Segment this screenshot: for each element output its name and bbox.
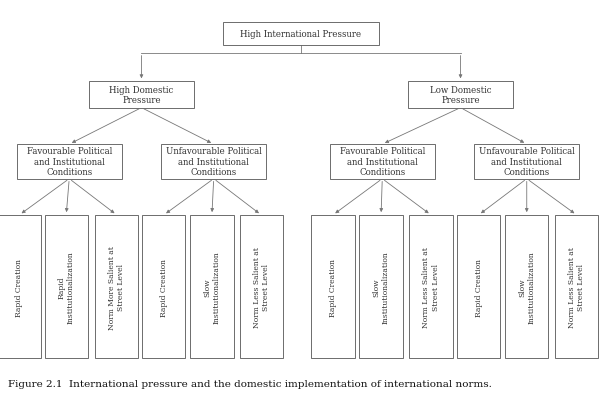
FancyBboxPatch shape [17,145,122,179]
FancyBboxPatch shape [311,215,355,358]
Text: Slow
Institutionalization: Slow Institutionalization [203,251,220,323]
FancyBboxPatch shape [408,82,513,108]
Text: Norm Less Salient at
Street Level: Norm Less Salient at Street Level [253,247,270,327]
FancyBboxPatch shape [359,215,403,358]
Text: Rapid Creation: Rapid Creation [474,258,483,316]
Text: Figure 2.1  International pressure and the domestic implementation of internatio: Figure 2.1 International pressure and th… [8,379,492,388]
Text: Slow
Institutionalization: Slow Institutionalization [518,251,535,323]
FancyBboxPatch shape [555,215,598,358]
FancyBboxPatch shape [161,145,266,179]
Text: Rapid Creation: Rapid Creation [329,258,337,316]
Text: Low Domestic
Pressure: Low Domestic Pressure [430,85,491,105]
FancyBboxPatch shape [95,215,138,358]
FancyBboxPatch shape [474,145,579,179]
Text: Norm More Salient at
Street Level: Norm More Salient at Street Level [108,245,125,329]
Text: Favourable Political
and Institutional
Conditions: Favourable Political and Institutional C… [340,147,425,177]
Text: High Domestic
Pressure: High Domestic Pressure [110,85,173,105]
Text: Unfavourable Political
and Institutional
Conditions: Unfavourable Political and Institutional… [479,147,575,177]
FancyBboxPatch shape [240,215,283,358]
Text: Rapid
Institutionalization: Rapid Institutionalization [58,251,75,323]
Text: Norm Less Salient at
Street Level: Norm Less Salient at Street Level [568,247,585,327]
FancyBboxPatch shape [457,215,500,358]
FancyBboxPatch shape [45,215,88,358]
Text: Favourable Political
and Institutional
Conditions: Favourable Political and Institutional C… [26,147,112,177]
FancyBboxPatch shape [330,145,435,179]
FancyBboxPatch shape [409,215,453,358]
FancyBboxPatch shape [505,215,548,358]
Text: Rapid Creation: Rapid Creation [15,258,23,316]
Text: High International Pressure: High International Pressure [240,30,362,39]
FancyBboxPatch shape [223,23,379,45]
Text: Slow
Institutionalization: Slow Institutionalization [373,251,389,323]
FancyBboxPatch shape [190,215,234,358]
Text: Rapid Creation: Rapid Creation [160,258,168,316]
FancyBboxPatch shape [0,215,41,358]
Text: Unfavourable Political
and Institutional
Conditions: Unfavourable Political and Institutional… [166,147,262,177]
FancyBboxPatch shape [142,215,185,358]
FancyBboxPatch shape [89,82,194,108]
Text: Norm Less Salient at
Street Level: Norm Less Salient at Street Level [423,247,439,327]
